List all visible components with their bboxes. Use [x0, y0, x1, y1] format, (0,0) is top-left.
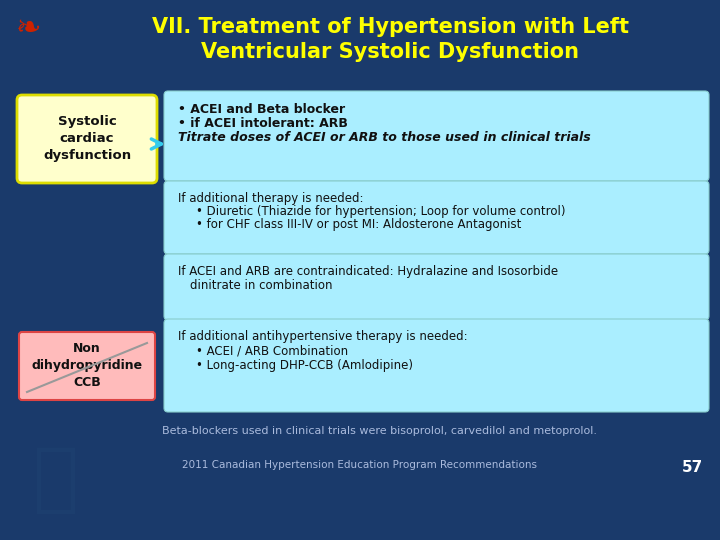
FancyBboxPatch shape [17, 95, 157, 183]
Text: • Diuretic (Thiazide for hypertension; Loop for volume control): • Diuretic (Thiazide for hypertension; L… [196, 205, 565, 218]
Text: Beta-blockers used in clinical trials were bisoprolol, carvedilol and metoprolol: Beta-blockers used in clinical trials we… [163, 426, 598, 436]
Text: If additional antihypertensive therapy is needed:: If additional antihypertensive therapy i… [178, 330, 467, 343]
Text: Non
dihydropyridine
CCB: Non dihydropyridine CCB [32, 342, 143, 389]
Text: • for CHF class III-IV or post MI: Aldosterone Antagonist: • for CHF class III-IV or post MI: Aldos… [196, 218, 521, 231]
Text: Ventricular Systolic Dysfunction: Ventricular Systolic Dysfunction [201, 42, 579, 62]
Text: 2011 Canadian Hypertension Education Program Recommendations: 2011 Canadian Hypertension Education Pro… [182, 460, 538, 470]
Text: 57: 57 [682, 460, 703, 475]
Text: • ACEI / ARB Combination: • ACEI / ARB Combination [196, 345, 348, 358]
Text: If additional therapy is needed:: If additional therapy is needed: [178, 192, 364, 205]
Text: ❧: ❧ [15, 14, 41, 43]
Text: VII. Treatment of Hypertension with Left: VII. Treatment of Hypertension with Left [151, 17, 629, 37]
Text: Systolic
cardiac
dysfunction: Systolic cardiac dysfunction [43, 116, 131, 163]
Text: • Long-acting DHP-CCB (Amlodipine): • Long-acting DHP-CCB (Amlodipine) [196, 359, 413, 372]
Text: If ACEI and ARB are contraindicated: Hydralazine and Isosorbide: If ACEI and ARB are contraindicated: Hyd… [178, 265, 558, 278]
Text: • ACEI and Beta blocker: • ACEI and Beta blocker [178, 103, 345, 116]
Text: dinitrate in combination: dinitrate in combination [190, 279, 333, 292]
FancyBboxPatch shape [164, 319, 709, 412]
FancyBboxPatch shape [164, 181, 709, 254]
FancyBboxPatch shape [19, 332, 155, 400]
Text: • if ACEI intolerant: ARB: • if ACEI intolerant: ARB [178, 117, 348, 130]
Text: 🍁: 🍁 [32, 443, 78, 517]
FancyBboxPatch shape [164, 254, 709, 320]
FancyBboxPatch shape [164, 91, 709, 181]
Text: Titrate doses of ACEI or ARB to those used in clinical trials: Titrate doses of ACEI or ARB to those us… [178, 131, 590, 144]
